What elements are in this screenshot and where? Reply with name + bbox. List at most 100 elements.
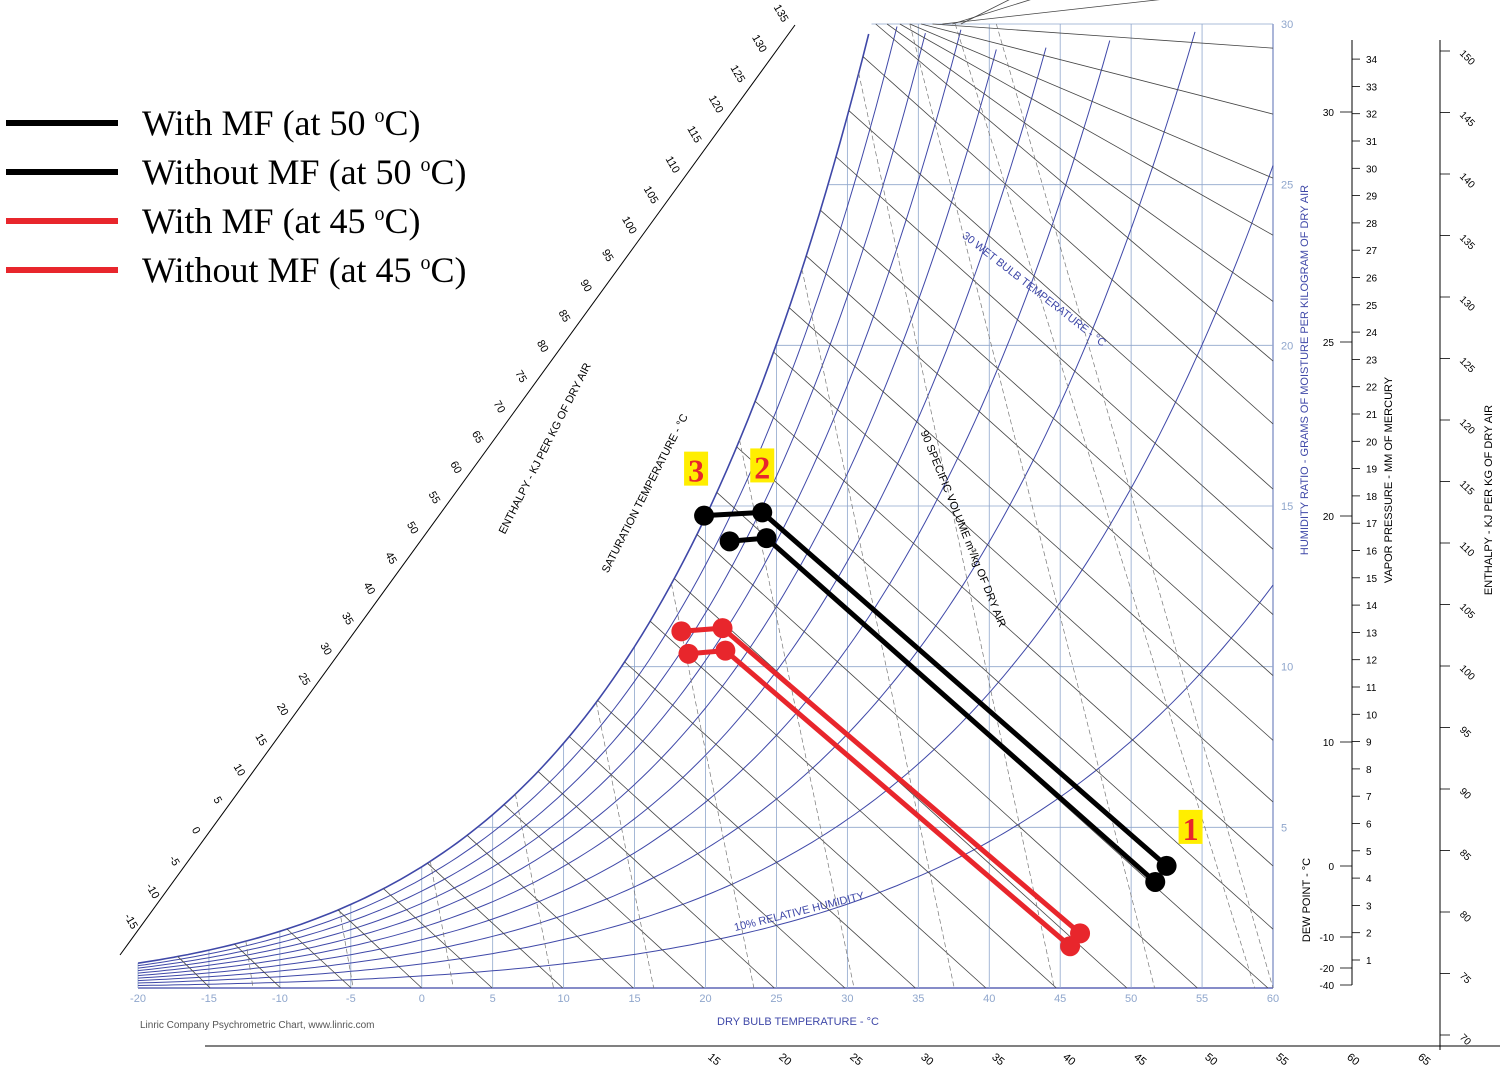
- state-point-marker: [712, 618, 733, 639]
- enthalpy-left-tick-label: 75: [512, 368, 529, 385]
- vapor-pressure-tick-label: 16: [1366, 547, 1378, 558]
- enthalpy-bottom-tick-label: 40: [1060, 1051, 1077, 1066]
- rh-curve: [137, 31, 1196, 982]
- vapor-pressure-tick-label: 3: [1366, 901, 1372, 912]
- vapor-pressure-tick-label: 18: [1366, 492, 1378, 503]
- legend-label: Without MF (at 50 oC): [142, 151, 467, 192]
- vapor-pressure-tick-label: 9: [1366, 738, 1372, 749]
- vapor-pressure-tick-label: 25: [1366, 301, 1378, 312]
- enthalpy-bottom-tick-label: 60: [1344, 1051, 1361, 1066]
- enthalpy-bottom-tick-label: 45: [1131, 1051, 1148, 1066]
- enthalpy-line: [649, 620, 1057, 989]
- vapor-pressure-tick-label: 24: [1366, 328, 1378, 339]
- enthalpy-left-tick-label: 15: [252, 732, 269, 749]
- humidity-tick-label: 10: [1281, 662, 1293, 674]
- vapor-pressure-tick-label: 22: [1366, 383, 1378, 394]
- volume-line: [954, 23, 1256, 989]
- dry-bulb-tick-label: 40: [983, 993, 995, 1005]
- enthalpy-line: [820, 209, 1274, 615]
- enthalpy-left-scale: [119, 24, 796, 956]
- enthalpy-left-tick-label: 120: [706, 93, 726, 115]
- enthalpy-bottom-tick-label: 30: [918, 1051, 935, 1066]
- vapor-pressure-tick-label: 31: [1366, 137, 1378, 148]
- vapor-pressure-tick-label: 34: [1366, 55, 1378, 66]
- enthalpy-left-tick-label: 55: [426, 489, 443, 506]
- vapor-pressure-tick-label: 28: [1366, 219, 1378, 230]
- dry-bulb-tick-label: 30: [841, 993, 853, 1005]
- volume-line: [801, 269, 955, 989]
- enthalpy-line: [624, 661, 987, 989]
- enthalpy-left-tick-label: 80: [534, 338, 551, 355]
- volume-line: [996, 23, 1274, 989]
- enthalpy-bottom-tick-label: 50: [1202, 1051, 1219, 1066]
- saturation-temperature-label: SATURATION TEMPERATURE - °C: [600, 412, 691, 575]
- vapor-pressure-tick-label: 26: [1366, 274, 1378, 285]
- enthalpy-left-tick-label: 115: [684, 124, 703, 145]
- vapor-pressure-tick-label: 19: [1366, 465, 1378, 476]
- enthalpy-left-tick-label: -5: [166, 854, 181, 868]
- volume-line: [909, 23, 1155, 989]
- enthalpy-line: [736, 446, 1274, 930]
- state-point-tag-bg: [684, 451, 709, 486]
- enthalpy-left-tick-label: 100: [619, 214, 639, 236]
- enthalpy-left-tick-label: 25: [296, 671, 313, 688]
- state-point-tags: 1 2 3: [684, 448, 1203, 847]
- enthalpy-line: [921, 23, 1274, 115]
- legend-item: With MF (at 45 oC): [0, 196, 520, 245]
- dry-bulb-tick-label: 60: [1267, 993, 1279, 1005]
- enthalpy-left-tick-label: 10: [231, 762, 248, 779]
- vapor-pressure-tick-label: 10: [1366, 710, 1378, 721]
- state-point-marker: [719, 531, 740, 552]
- dew-point-tick-label: -40: [1320, 981, 1335, 992]
- legend-swatch: [6, 168, 118, 175]
- state-point-tag-bg: [750, 448, 775, 483]
- dry-bulb-axis-label: DRY BULB TEMPERATURE - °C: [717, 1016, 879, 1028]
- humidity-tick-label: 30: [1281, 19, 1293, 31]
- dew-point-tick-label: -10: [1320, 933, 1335, 944]
- enthalpy-line: [942, 0, 1160, 25]
- vapor-pressure-tick-label: 8: [1366, 765, 1372, 776]
- vapor-pressure-tick-label: 15: [1366, 574, 1378, 585]
- enthalpy-bottom-tick-label: 25: [847, 1051, 864, 1066]
- humidity-tick-label: 25: [1281, 180, 1293, 192]
- enthalpy-right-tick-label: 140: [1457, 171, 1477, 191]
- state-point-tag: 3: [688, 453, 704, 489]
- vapor-pressure-tick-label: 14: [1366, 601, 1378, 612]
- enthalpy-line: [835, 156, 1274, 550]
- dry-bulb-tick-label: -15: [201, 993, 217, 1005]
- enthalpy-line: [466, 835, 634, 989]
- vapor-pressure-tick-label: 33: [1366, 82, 1378, 93]
- enthalpy-right-tick-label: 135: [1457, 233, 1477, 253]
- vapor-pressure-tick-label: 20: [1366, 437, 1378, 448]
- vapor-pressure-tick-label: 4: [1366, 874, 1372, 885]
- enthalpy-right-tick-label: 150: [1457, 48, 1477, 68]
- rh-curve: [137, 40, 1111, 979]
- state-point-marker: [678, 643, 699, 664]
- enthalpy-right-tick-label: 120: [1457, 417, 1477, 437]
- legend-item: Without MF (at 45 oC): [0, 245, 520, 294]
- enthalpy-right-tick-label: 105: [1457, 602, 1477, 622]
- dry-bulb-tick-label: -20: [130, 993, 146, 1005]
- humidity-tick-label: 5: [1281, 822, 1287, 834]
- vapor-pressure-tick-label: 32: [1366, 110, 1378, 121]
- enthalpy-left-tick-label: -15: [121, 912, 139, 932]
- enthalpy-left-tick-label: 105: [641, 184, 661, 206]
- enthalpy-line: [234, 943, 281, 989]
- volume-line: [595, 702, 655, 989]
- chart-credit: Linric Company Psychrometric Chart, www.…: [140, 1020, 375, 1031]
- rh-curve: [137, 584, 1274, 986]
- enthalpy-left-tick-label: 50: [404, 520, 421, 537]
- enthalpy-left-tick-label: 70: [491, 399, 508, 416]
- dew-point-tick-label: 10: [1323, 738, 1335, 749]
- enthalpy-line: [696, 534, 1198, 989]
- enthalpy-line: [875, 23, 1274, 362]
- vapor-pressure-tick-label: 1: [1366, 956, 1372, 967]
- humidity-tick-label: 15: [1281, 501, 1293, 513]
- dry-bulb-tick-label: 50: [1125, 993, 1137, 1005]
- vapor-pressure-tick-label: 2: [1366, 929, 1372, 940]
- dew-point-tick-label: 30: [1323, 108, 1335, 119]
- enthalpy-right-tick-label: 115: [1457, 479, 1476, 498]
- vapor-pressure-tick-label: 30: [1366, 164, 1378, 175]
- rh-curve: [137, 49, 997, 974]
